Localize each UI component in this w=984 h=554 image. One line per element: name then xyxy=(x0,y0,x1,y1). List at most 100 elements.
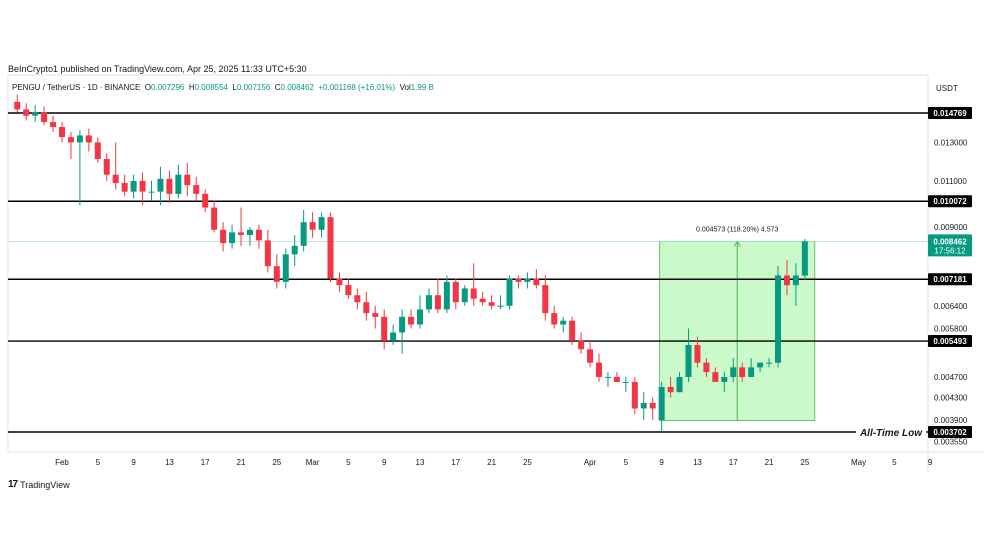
candle xyxy=(766,358,773,368)
last-price-label: 0.008462 xyxy=(933,237,967,246)
candle-body xyxy=(67,137,74,143)
candle xyxy=(631,376,638,415)
x-tick-label: 5 xyxy=(892,458,897,467)
x-tick-label: 17 xyxy=(451,458,460,467)
countdown-label: 17:56:12 xyxy=(934,246,966,255)
candle-body xyxy=(461,288,468,303)
candle-body xyxy=(542,285,549,314)
candle xyxy=(246,227,253,246)
candle xyxy=(497,295,504,310)
candle xyxy=(166,170,173,203)
candle-body xyxy=(354,295,361,303)
level-label: 0.005493 xyxy=(933,337,967,346)
level-label: 0.014769 xyxy=(933,109,967,118)
candle xyxy=(488,295,495,310)
candle xyxy=(783,260,790,296)
candle-body xyxy=(85,135,92,143)
candle xyxy=(452,278,459,310)
candle-body xyxy=(622,381,629,383)
candle-body xyxy=(291,245,298,255)
candle-body xyxy=(488,302,495,306)
x-tick-label: Apr xyxy=(584,458,597,467)
candle-body xyxy=(408,316,415,325)
candle xyxy=(184,162,191,197)
candle xyxy=(506,275,513,310)
x-tick-label: 5 xyxy=(624,458,629,467)
candle xyxy=(461,285,468,306)
candle-body xyxy=(50,122,57,127)
symbol-legend: PENGU / TetherUS · 1D · BINANCE O0.00729… xyxy=(12,83,434,92)
candle xyxy=(685,328,692,382)
candle-body xyxy=(658,386,665,420)
y-tick-label: 0.004300 xyxy=(934,393,968,402)
candle xyxy=(139,172,146,206)
candle xyxy=(640,392,647,420)
level-label: 0.007181 xyxy=(933,275,967,284)
candle-body xyxy=(94,142,101,159)
candle-body xyxy=(372,313,379,317)
candle-body xyxy=(175,174,182,194)
candle xyxy=(703,358,710,377)
candle xyxy=(399,309,406,354)
candle xyxy=(801,238,808,281)
candle xyxy=(202,189,209,213)
candle-body xyxy=(425,295,432,310)
x-tick-label: Mar xyxy=(306,458,320,467)
candle xyxy=(59,122,65,143)
candle xyxy=(596,353,602,382)
x-tick-label: 17 xyxy=(729,458,738,467)
candle xyxy=(32,104,39,123)
candle-body xyxy=(23,109,30,116)
candle-body xyxy=(515,278,522,282)
candle-body xyxy=(381,316,388,341)
candle xyxy=(121,174,128,197)
level-label: 0.010072 xyxy=(933,197,967,206)
candle xyxy=(50,115,57,133)
high-label: H xyxy=(188,83,195,92)
level-tag xyxy=(928,195,972,208)
candle-body xyxy=(712,372,719,382)
x-tick-label: 21 xyxy=(765,458,774,467)
chart-grid xyxy=(7,74,984,472)
candle-body xyxy=(631,381,638,409)
candle-body xyxy=(59,126,65,138)
candle xyxy=(694,336,701,368)
candle-body xyxy=(318,217,325,230)
candle-body xyxy=(112,174,119,184)
candles xyxy=(14,94,808,433)
candle-body xyxy=(676,376,683,393)
candle xyxy=(354,288,361,310)
candle xyxy=(730,358,737,382)
candle xyxy=(148,180,155,201)
candle xyxy=(309,212,316,238)
candle xyxy=(14,94,21,113)
candle-body xyxy=(336,278,343,286)
candle-body xyxy=(766,362,773,364)
candle xyxy=(587,340,594,368)
candle-body xyxy=(103,158,110,175)
tradingview-logo[interactable]: 17 TradingView xyxy=(8,479,70,490)
candle-body xyxy=(148,191,155,193)
x-tick-label: 25 xyxy=(523,458,532,467)
candle xyxy=(390,324,397,345)
candle xyxy=(417,295,423,329)
y-tick-label: 0.009000 xyxy=(934,223,968,232)
candle xyxy=(667,376,674,398)
x-tick-label: 13 xyxy=(693,458,702,467)
candle-body xyxy=(246,229,253,236)
y-tick-label: 0.006400 xyxy=(934,302,968,311)
candle-body xyxy=(443,281,450,310)
candle xyxy=(739,362,746,382)
candle-body xyxy=(694,344,701,363)
candle-body xyxy=(783,275,790,286)
candle xyxy=(175,164,182,199)
candle xyxy=(363,291,370,321)
candle-body xyxy=(309,222,316,230)
x-tick-label: 9 xyxy=(659,458,664,467)
x-tick-label: 9 xyxy=(928,458,933,467)
candle-body xyxy=(801,241,808,276)
candle xyxy=(622,376,629,393)
candle-body xyxy=(327,217,334,279)
candle xyxy=(748,358,755,377)
